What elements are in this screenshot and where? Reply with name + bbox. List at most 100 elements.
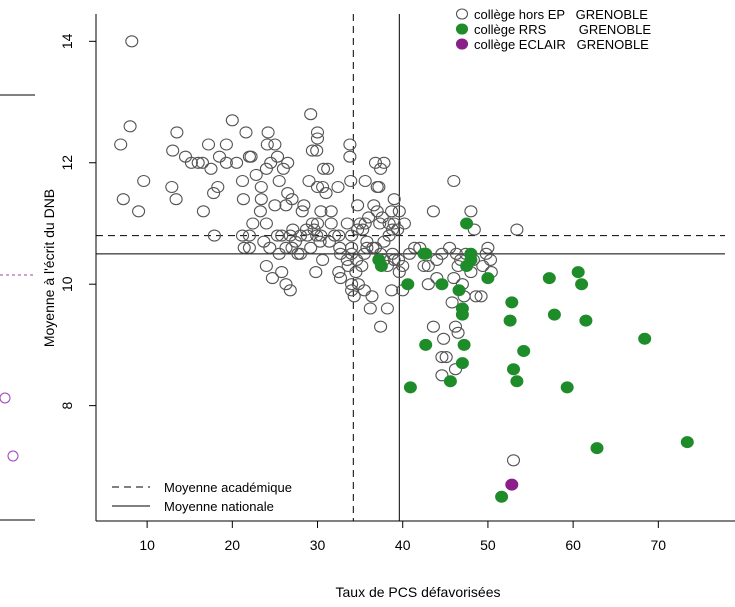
legend-marker xyxy=(455,8,469,20)
data-point-series-1 xyxy=(495,490,509,503)
data-point-series-0 xyxy=(370,180,384,194)
data-point-series-0 xyxy=(350,253,364,266)
data-point-series-0 xyxy=(114,138,128,151)
data-point-series-0 xyxy=(374,320,388,333)
data-point-series-0 xyxy=(207,229,221,242)
data-point-series-0 xyxy=(285,193,299,206)
data-point-series-0 xyxy=(408,241,422,254)
data-point-series-1 xyxy=(560,381,574,394)
data-point-series-0 xyxy=(392,266,406,279)
data-point-series-0 xyxy=(374,162,388,175)
x-tick-label: 10 xyxy=(139,537,155,553)
data-point-series-0 xyxy=(439,351,453,364)
data-point-series-0 xyxy=(219,138,233,151)
data-point-series-1 xyxy=(579,314,593,327)
data-point-series-0 xyxy=(351,223,365,236)
data-point-series-0 xyxy=(474,290,488,303)
data-point-series-0 xyxy=(270,229,285,242)
data-point-series-0 xyxy=(331,180,345,194)
data-point-series-0 xyxy=(341,259,355,273)
data-point-series-0 xyxy=(447,272,461,285)
data-point-series-0 xyxy=(448,320,463,333)
data-point-series-1 xyxy=(419,338,433,351)
data-point-series-0 xyxy=(169,193,183,206)
data-point-series-1 xyxy=(455,357,469,370)
data-point-series-0 xyxy=(254,180,268,194)
data-points xyxy=(114,35,694,503)
data-point-series-0 xyxy=(421,259,435,273)
data-point-series-0 xyxy=(237,241,251,254)
data-point-series-0 xyxy=(483,253,498,266)
y-axis-title: Moyenne à l'écrit du DNB xyxy=(41,189,57,347)
data-point-series-0 xyxy=(345,278,359,291)
data-point-series-0 xyxy=(310,126,325,139)
data-point-series-1 xyxy=(547,308,561,321)
data-point-series-0 xyxy=(451,326,465,339)
data-point-series-0 xyxy=(479,247,493,260)
data-point-series-0 xyxy=(261,126,275,139)
data-point-series-0 xyxy=(166,144,180,157)
data-point-series-0 xyxy=(310,144,324,157)
data-point-series-0 xyxy=(345,247,359,260)
data-point-series-1 xyxy=(455,308,469,321)
data-point-series-0 xyxy=(275,266,289,279)
data-point-series-0 xyxy=(345,241,359,254)
data-point-series-0 xyxy=(476,259,490,273)
data-point-series-0 xyxy=(417,259,431,273)
data-point-series-0 xyxy=(426,320,440,333)
data-point-series-0 xyxy=(123,120,137,133)
data-point-series-0 xyxy=(358,174,372,188)
data-point-series-0 xyxy=(316,253,330,266)
data-point-series-0 xyxy=(295,205,309,218)
data-point-series-1 xyxy=(638,332,652,345)
data-point-series-0 xyxy=(265,272,279,285)
data-point-series-0 xyxy=(373,217,387,230)
data-point-series-0 xyxy=(219,156,233,169)
data-point-series-0 xyxy=(324,217,338,230)
data-point-series-0 xyxy=(225,114,239,127)
data-point-series-0 xyxy=(321,162,335,175)
data-point-series-0 xyxy=(333,272,348,285)
data-point-series-0 xyxy=(437,332,451,345)
data-point-series-1 xyxy=(481,272,495,285)
y-tick-label: 10 xyxy=(59,276,75,292)
data-point-series-0 xyxy=(387,253,401,266)
data-point-series-0 xyxy=(445,296,459,309)
data-point-series-0 xyxy=(316,180,330,194)
data-point-series-0 xyxy=(324,205,338,218)
data-point-series-0 xyxy=(402,247,417,260)
data-point-series-0 xyxy=(367,199,381,212)
legend-label: collège hors EP GRENOBLE xyxy=(474,7,648,22)
data-point-series-0 xyxy=(469,290,483,303)
data-point-series-1 xyxy=(403,381,417,394)
data-point-series-0 xyxy=(356,223,370,236)
data-point-series-0 xyxy=(360,241,374,254)
x-tick-label: 20 xyxy=(225,537,241,553)
data-point-series-1 xyxy=(401,278,415,291)
data-point-series-0 xyxy=(211,180,225,194)
data-point-series-0 xyxy=(396,259,410,273)
data-point-series-0 xyxy=(387,193,401,206)
legend-marker xyxy=(455,38,469,50)
data-point-series-0 xyxy=(345,284,359,297)
data-point-series-0 xyxy=(353,217,367,230)
data-point-series-0 xyxy=(236,193,250,206)
data-point-series-0 xyxy=(377,235,391,248)
data-point-series-0 xyxy=(385,247,400,260)
data-point-series-0 xyxy=(302,174,316,188)
data-point-series-0 xyxy=(443,241,457,254)
data-point-series-0 xyxy=(304,108,318,121)
data-point-series-0 xyxy=(242,241,256,254)
data-point-series-0 xyxy=(272,247,286,260)
data-point-series-0 xyxy=(170,126,184,139)
data-point-series-1 xyxy=(542,272,556,285)
data-point-series-0 xyxy=(370,205,384,218)
y-axis-ticks: 8 10 12 14 xyxy=(59,33,96,410)
data-point-series-0 xyxy=(391,223,405,236)
data-point-series-0 xyxy=(207,187,221,200)
legend-label: Moyenne nationale xyxy=(164,499,274,514)
x-tick-label: 40 xyxy=(395,537,411,553)
data-point-series-2 xyxy=(505,478,519,491)
